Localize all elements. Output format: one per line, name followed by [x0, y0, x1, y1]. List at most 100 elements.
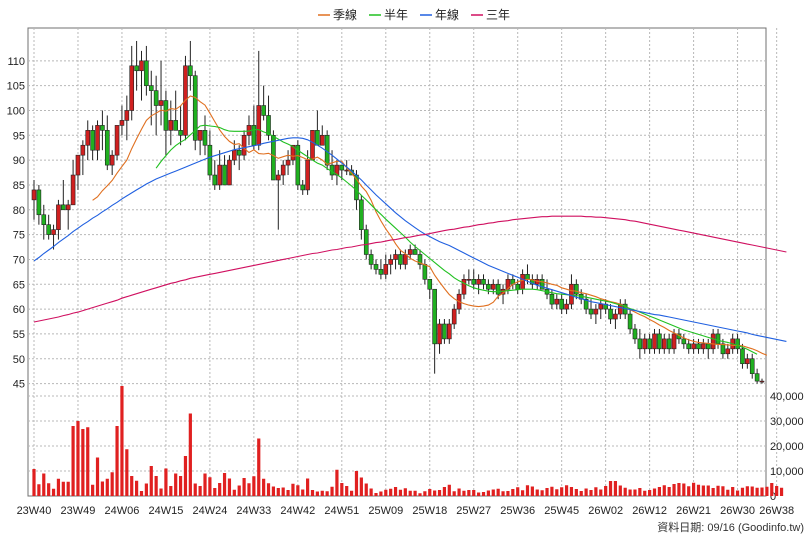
candle — [46, 214, 51, 240]
volume-bar — [56, 478, 61, 496]
volume-bar — [86, 427, 90, 496]
volume-bar — [604, 486, 608, 496]
volume-bar — [271, 486, 276, 496]
volume-bar — [628, 489, 632, 496]
volume-bar — [706, 485, 710, 496]
candle — [593, 304, 599, 324]
legend-label: 季線 — [333, 7, 357, 22]
price-axis: 45 50 55 60 65 70 75 80 85 90 95 100 105 110 — [7, 56, 25, 391]
volume-bar — [91, 484, 95, 496]
volume-bar — [262, 478, 266, 496]
volume-bar — [711, 488, 715, 496]
volume-bar — [648, 490, 652, 496]
volume-bar — [149, 466, 153, 496]
candle — [696, 338, 701, 354]
candle — [740, 343, 745, 369]
volume-bar — [66, 481, 70, 496]
volume-bar — [760, 487, 764, 496]
price-tick-label: 95 — [13, 130, 25, 142]
volume-bar — [506, 491, 510, 496]
candle — [647, 333, 652, 354]
volume-bar — [599, 489, 603, 496]
candle — [261, 85, 266, 121]
candle — [642, 333, 648, 354]
price-tick-label: 55 — [13, 329, 25, 341]
ma-line — [33, 215, 787, 323]
price-tick-label: 100 — [7, 105, 25, 117]
volume-bar — [437, 490, 442, 496]
volume-bar — [657, 487, 661, 496]
volume-bar — [130, 476, 134, 496]
volume-bar — [203, 473, 207, 496]
x-tick-label: 24W15 — [148, 505, 183, 517]
candle — [236, 145, 242, 171]
volume-bar — [721, 486, 725, 496]
volume-bar — [76, 421, 80, 496]
ma-line — [155, 124, 758, 355]
volume-bar — [491, 489, 495, 496]
candle — [295, 140, 301, 190]
volume-bar — [467, 490, 471, 496]
price-tick-label: 90 — [13, 155, 25, 167]
x-tick-label: 25W18 — [412, 505, 447, 517]
volume-bar — [47, 483, 51, 496]
candle — [451, 304, 457, 329]
candle — [183, 55, 188, 141]
price-tick-label: 85 — [13, 180, 25, 192]
volume-bar — [379, 491, 383, 496]
candle — [407, 244, 413, 260]
volume-bar — [369, 488, 373, 496]
volume-bar — [555, 489, 559, 496]
candle — [266, 95, 271, 141]
volume-axis: 0 10,000 20,000 30,000 40,000 — [770, 391, 804, 503]
candle — [319, 125, 325, 146]
legend-label: 年線 — [435, 7, 459, 22]
candle — [666, 333, 672, 354]
candle — [56, 199, 61, 240]
candle — [188, 40, 193, 91]
volume-bar — [135, 480, 139, 496]
price-tick-label: 105 — [7, 81, 25, 93]
candle — [368, 249, 374, 270]
volume-bar — [740, 487, 745, 496]
volume-bar — [183, 456, 188, 496]
volume-bar — [745, 486, 749, 496]
candle — [100, 110, 105, 151]
candle — [588, 299, 594, 320]
candle — [681, 333, 687, 349]
price-tick-label: 75 — [13, 230, 25, 242]
volume-bar — [403, 488, 407, 496]
volume-bar — [579, 491, 583, 496]
volume-bar — [564, 485, 569, 496]
candle — [476, 274, 481, 295]
volume-bar — [442, 487, 447, 496]
candlesticks — [31, 40, 765, 384]
volume-bar — [433, 490, 437, 496]
candle — [759, 378, 765, 384]
volume-bar — [608, 481, 613, 496]
volume-bar — [643, 490, 647, 496]
volume-bar — [208, 477, 212, 496]
x-tick-label: 26W30 — [720, 505, 755, 517]
volume-bar — [222, 473, 227, 496]
volume-bar — [393, 487, 398, 496]
volume-bar — [682, 483, 686, 496]
candle — [222, 155, 227, 186]
candle — [437, 319, 442, 354]
volume-bar — [345, 486, 349, 496]
candle — [114, 125, 120, 161]
candle — [90, 125, 95, 161]
volume-bar — [726, 489, 730, 496]
volume-bar — [42, 473, 46, 496]
candle — [725, 343, 731, 359]
candle — [51, 224, 56, 250]
volume-bar — [618, 485, 622, 496]
candle — [363, 224, 369, 260]
candle — [285, 150, 291, 176]
volume-tick-label: 20,000 — [770, 441, 804, 453]
candle — [564, 299, 569, 315]
candle — [275, 170, 281, 230]
volume-bar — [423, 491, 427, 496]
volume-bar — [687, 486, 691, 496]
volume-tick-label: 0 — [770, 491, 776, 503]
